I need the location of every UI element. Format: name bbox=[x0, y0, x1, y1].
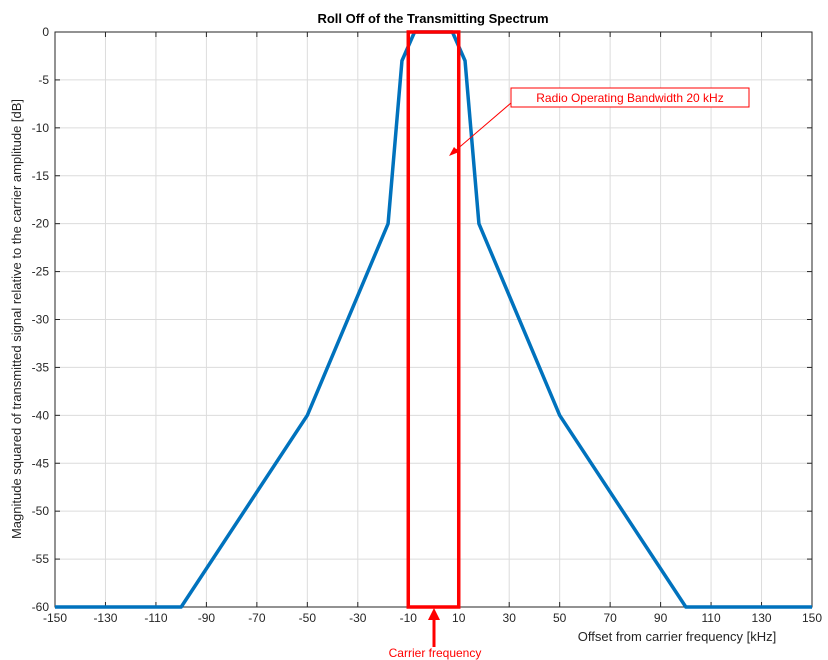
x-tick-label: 30 bbox=[503, 611, 517, 625]
bandwidth-layer bbox=[406, 30, 461, 609]
x-tick-label: 110 bbox=[701, 611, 720, 625]
x-tick-label: 10 bbox=[452, 611, 466, 625]
y-tick-label: 0 bbox=[42, 25, 49, 39]
x-tick-label: 150 bbox=[802, 611, 822, 625]
x-axis-label: Offset from carrier frequency [kHz] bbox=[578, 629, 776, 644]
x-tick-label: 90 bbox=[654, 611, 668, 625]
bandwidth-arrow-line bbox=[454, 102, 512, 152]
carrier-annotation: Carrier frequency bbox=[389, 608, 482, 660]
bandwidth-label-box bbox=[510, 87, 750, 108]
x-tick-label: -110 bbox=[144, 611, 167, 625]
x-tick-label: -10 bbox=[400, 611, 418, 625]
y-tick-label: -5 bbox=[38, 73, 49, 87]
x-tick-label: -50 bbox=[299, 611, 317, 625]
bandwidth-annotation: Radio Operating Bandwidth 20 kHz bbox=[449, 87, 750, 156]
x-tick-label: -150 bbox=[43, 611, 67, 625]
y-tick-labels: 0 -5 -10 -15 -20 -25 -30 -35 -40 -45 -50 -55 -60 bbox=[32, 25, 50, 614]
x-tick-label: 130 bbox=[752, 611, 772, 625]
carrier-label: Carrier frequency bbox=[389, 646, 482, 660]
x-tick-label: -130 bbox=[93, 611, 117, 625]
x-tick-label: -30 bbox=[349, 611, 367, 625]
x-tick-label: 50 bbox=[553, 611, 567, 625]
x-tick-label: -70 bbox=[248, 611, 266, 625]
y-tick-label: -50 bbox=[32, 504, 50, 518]
y-tick-label: -30 bbox=[32, 313, 50, 327]
y-tick-label: -60 bbox=[32, 600, 50, 614]
chart-title: Roll Off of the Transmitting Spectrum bbox=[317, 11, 548, 26]
y-tick-label: -40 bbox=[32, 408, 50, 422]
bandwidth-arrow-head bbox=[449, 147, 459, 156]
x-tick-label: 70 bbox=[603, 611, 617, 625]
bandwidth-label: Radio Operating Bandwidth 20 kHz bbox=[536, 91, 723, 105]
y-axis-label: Magnitude squared of transmitted signal … bbox=[9, 99, 24, 539]
bandwidth-box bbox=[406, 30, 461, 609]
y-tick-label: -35 bbox=[32, 360, 50, 374]
carrier-arrow-head bbox=[428, 608, 440, 620]
y-tick-label: -55 bbox=[32, 552, 50, 566]
x-tick-labels: -150 -130 -110 -90 -70 -50 -30 -10 10 30 50 70 90 110… bbox=[43, 611, 822, 625]
x-tick-label: -90 bbox=[198, 611, 216, 625]
y-tick-label: -20 bbox=[32, 217, 50, 231]
y-tick-label: -45 bbox=[32, 456, 50, 470]
y-tick-label: -10 bbox=[32, 121, 50, 135]
y-tick-label: -25 bbox=[32, 265, 50, 279]
y-tick-label: -15 bbox=[32, 169, 50, 183]
